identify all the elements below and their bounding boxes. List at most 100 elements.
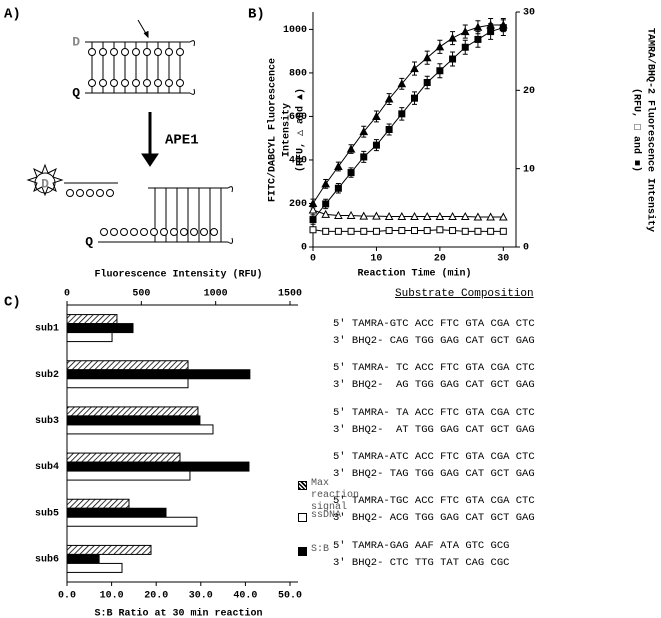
marker (474, 35, 482, 43)
marker (321, 209, 331, 218)
marker (360, 227, 368, 235)
bar (66, 553, 100, 564)
base (210, 228, 218, 236)
bar (66, 415, 201, 426)
marker (398, 227, 406, 235)
bar (66, 369, 251, 380)
legend-swatch (298, 547, 307, 556)
legend-entry: S:B (298, 544, 378, 556)
marker (308, 205, 318, 214)
panel-label: B) (248, 7, 265, 23)
marker (346, 144, 356, 153)
bar (66, 461, 250, 472)
x-tick-label: 0 (310, 254, 316, 265)
base (106, 189, 114, 197)
dna-diagram (26, 19, 233, 244)
base (88, 48, 96, 56)
x2-axis-title: Fluorescence Intensity (RFU) (94, 269, 262, 281)
y-axis-title: (RFU, △ and ▲) (295, 88, 307, 172)
base (121, 79, 129, 87)
base (200, 228, 208, 236)
series-line (312, 27, 504, 220)
category-label: sub4 (35, 461, 59, 473)
sequence-line: 3′ BHQ2- AG TGG GAG CAT GCT GAG (333, 379, 535, 392)
donor-label: D (41, 176, 49, 191)
y-tick-label: 600 (289, 112, 307, 123)
marker (397, 79, 407, 88)
marker (449, 55, 457, 63)
base (143, 48, 151, 56)
marker (309, 226, 317, 234)
marker (372, 111, 381, 120)
base (143, 79, 151, 87)
category-label: sub3 (35, 415, 59, 427)
marker (499, 227, 507, 235)
marker (422, 211, 432, 221)
x-tick-label: 30.0 (189, 591, 213, 602)
sequence-line: 5′ TAMRA-ATC ACC FTC GTA CGA CTC (333, 450, 535, 463)
legend-entry: Max reaction signal (298, 478, 378, 514)
base (100, 228, 108, 236)
sequence-line: 3′ BHQ2- CTC TTG TAT CAG CGC (333, 556, 510, 569)
marker (435, 42, 445, 51)
marker (422, 53, 432, 62)
base (140, 228, 148, 236)
x-tick-label: 20.0 (144, 591, 168, 602)
sequence-line: 5′ TAMRA- TA ACC FTC GTA CGA CTC (333, 406, 535, 419)
category-label: sub5 (35, 507, 59, 519)
legend-swatch (298, 481, 307, 490)
marker (398, 110, 406, 118)
marker (359, 127, 369, 136)
base (76, 189, 84, 197)
marker (423, 79, 431, 86)
marker (436, 226, 444, 234)
marker (486, 212, 495, 221)
y2-tick-label: 10 (523, 164, 535, 175)
marker (334, 227, 342, 235)
x-tick-label: 10 (370, 254, 382, 265)
bar (66, 562, 123, 573)
y-tick-label: 400 (289, 156, 307, 167)
axis-frame (312, 12, 517, 248)
legend-label: S:B (311, 544, 330, 555)
x2-tick-label: 0 (64, 289, 70, 300)
marker (372, 141, 380, 149)
x-tick-label: 0.0 (58, 591, 76, 602)
enzyme-label: APE1 (165, 133, 199, 149)
x-axis-title: S:B Ratio at 30 min reaction (94, 608, 262, 618)
marker (322, 200, 330, 208)
base (121, 48, 129, 56)
y-tick-label: 0 (301, 243, 307, 254)
base (150, 228, 158, 236)
bar (66, 452, 181, 463)
x-axis-title: Reaction Time (min) (357, 268, 471, 280)
marker (410, 211, 419, 221)
series-line (312, 24, 504, 204)
y2-tick-label: 20 (523, 86, 535, 97)
x2-tick-label: 1500 (278, 289, 302, 300)
base (180, 228, 188, 236)
marker (499, 24, 507, 32)
bar (66, 406, 199, 417)
marker (347, 169, 355, 177)
base (176, 79, 184, 87)
sequence-line: 5′ TAMRA- TC ACC FTC GTA CGA CTC (333, 362, 535, 375)
marker (322, 227, 330, 235)
base (130, 228, 138, 236)
bar (66, 332, 113, 343)
y-tick-label: 1000 (283, 25, 307, 36)
y-axis-title: Intensity (281, 103, 293, 157)
x-tick-label: 10.0 (100, 591, 124, 602)
base (176, 48, 184, 56)
marker (474, 227, 482, 235)
y2-tick-label: 30 (523, 8, 535, 19)
legend-entry: ssDNA (298, 510, 378, 522)
panel-label: A) (4, 7, 21, 23)
bar (66, 498, 130, 509)
base (96, 189, 104, 197)
marker (334, 210, 343, 219)
base (154, 48, 162, 56)
marker (309, 216, 317, 224)
sequence-line: 5′ TAMRA-GAG AAF ATA GTC GCG (333, 539, 510, 552)
marker (410, 64, 419, 73)
